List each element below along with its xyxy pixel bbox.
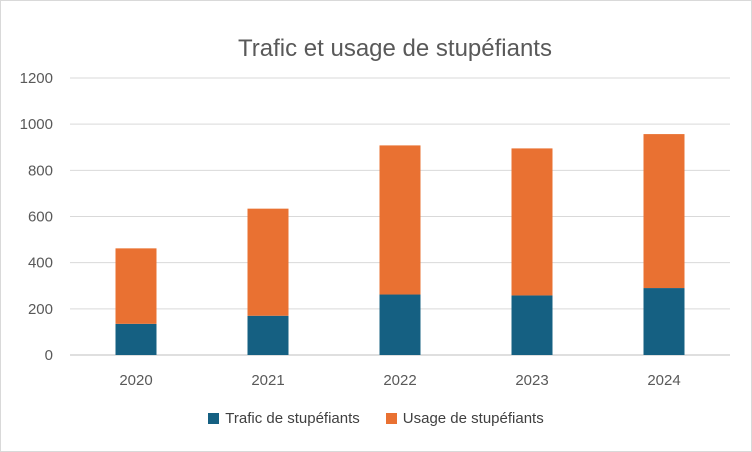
legend-item-usage: Usage de stupéfiants: [385, 410, 544, 427]
legend-label-trafic: Trafic de stupéfiants: [225, 410, 360, 427]
y-tick-label: 1200: [20, 70, 53, 87]
bar-trafic-2021: [247, 315, 289, 355]
bars: [115, 134, 685, 355]
bar-usage-2020: [115, 248, 157, 324]
legend-label-usage: Usage de stupéfiants: [402, 410, 544, 427]
legend-swatch-trafic: [208, 413, 220, 424]
y-tick-label: 600: [28, 209, 53, 226]
bar-trafic-2024: [643, 288, 685, 355]
x-tick-label: 2023: [515, 372, 548, 389]
legend-swatch-usage: [385, 413, 397, 424]
bar-usage-2021: [247, 208, 289, 316]
chart-title: Trafic et usage de stupéfiants: [238, 35, 552, 62]
x-tick-label: 2020: [119, 372, 152, 389]
y-tick-label: 0: [45, 347, 53, 364]
bar-trafic-2022: [379, 294, 421, 355]
bar-usage-2022: [379, 145, 421, 295]
y-tick-label: 200: [28, 301, 53, 318]
y-axis-tick-labels: 0 200 400 600 800 1000 1200: [20, 70, 53, 364]
x-tick-label: 2022: [383, 372, 416, 389]
y-tick-label: 400: [28, 255, 53, 272]
x-tick-label: 2024: [647, 372, 680, 389]
legend-item-trafic: Trafic de stupéfiants: [208, 410, 360, 427]
bar-trafic-2023: [511, 295, 553, 355]
x-tick-label: 2021: [251, 372, 284, 389]
bar-usage-2023: [511, 148, 553, 296]
bar-trafic-2020: [115, 323, 157, 355]
y-tick-label: 800: [28, 162, 53, 179]
legend: Trafic de stupéfiants Usage de stupéfian…: [0, 410, 752, 427]
y-tick-label: 1000: [20, 116, 53, 133]
bar-usage-2024: [643, 134, 685, 289]
x-axis-tick-labels: 2020 2021 2022 2023 2024: [119, 372, 680, 389]
